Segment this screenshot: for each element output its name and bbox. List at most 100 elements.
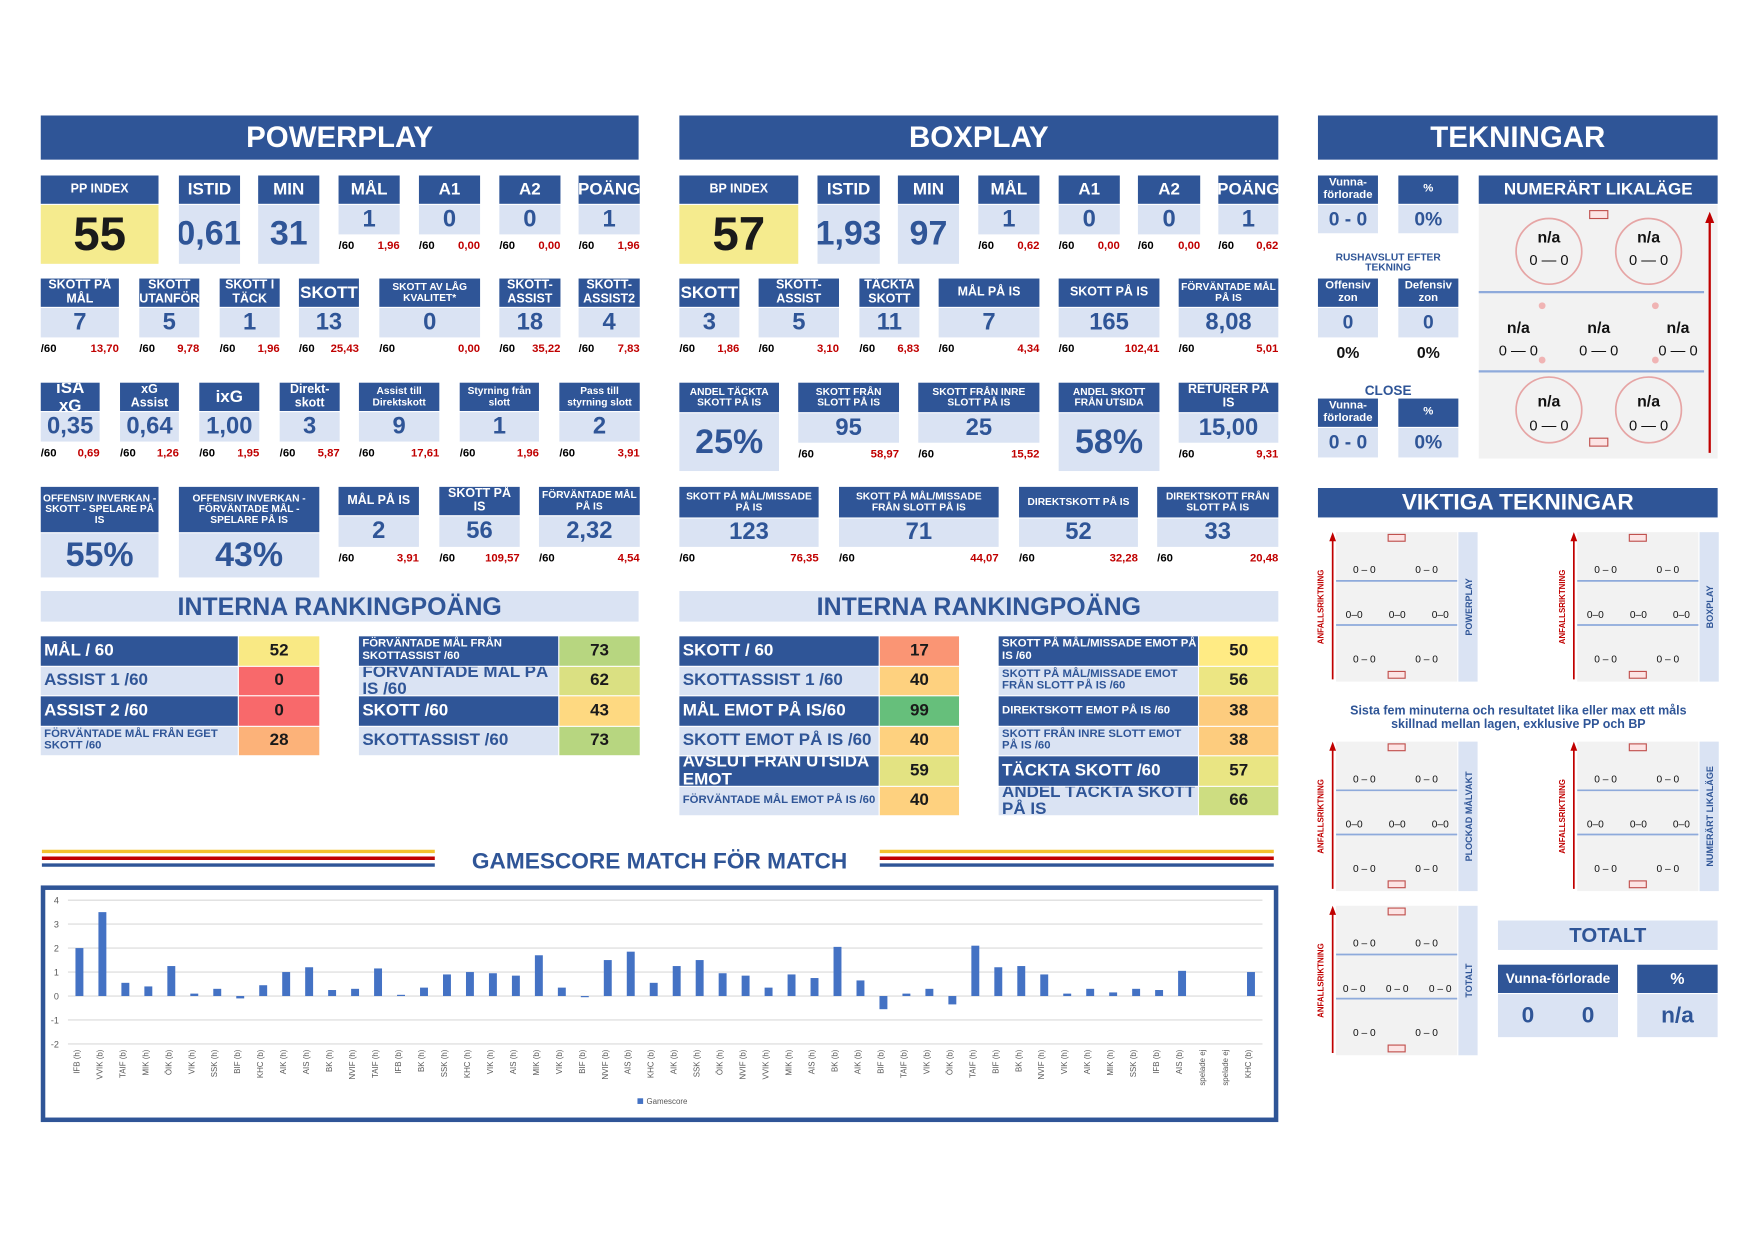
per-unit: /60 [499,343,516,356]
card-value [1497,994,1618,1038]
rank-label: FÖRVÄNTADE MÅL FRÅN SKOTTASSIST /60 [358,636,559,666]
card-header: FÖRVÄNTADE MÅL PÅ IS [1178,278,1279,307]
card-header: % [1637,964,1718,993]
card-value: 71 [839,518,999,547]
card-value: 1 [459,412,539,442]
rank-label: DIREKTSKOTT EMOT PÅ IS /60 [998,696,1198,726]
bar [695,960,704,997]
bar [190,993,199,997]
bar [465,972,474,997]
section-title: TEKNINGAR [1317,115,1718,160]
card-value: 165 [1058,307,1160,338]
rate: 3,10 [816,343,840,356]
rink [1577,532,1699,682]
card-header: Offensiv zon [1317,278,1378,307]
bar [511,975,520,997]
bar [764,987,773,997]
x-tick-label: NVIF (b) [601,1049,610,1079]
x-tick-label: AIS (h) [302,1049,311,1074]
card-value: 13 [298,307,359,338]
card-value: 1 [978,204,1040,235]
spot-score: 0 – 0 [1594,654,1617,665]
card-header: PP INDEX [40,175,159,204]
rink-title: NUMERÄRT LIKALÄGE [1478,175,1718,204]
side-label: POWERPLAY [1464,578,1474,635]
card-header: Styrning från slott [459,382,539,412]
faceoff-dot [1651,356,1659,364]
axis-label: ANFALLSRIKTNING [1317,943,1326,1018]
section-title: VIKTIGA TEKNINGAR [1317,488,1718,518]
spot-score: 0 — 0 [1499,344,1538,360]
x-tick-label: VIK (b) [555,1049,564,1074]
x-tick-label: VIK (h) [187,1049,196,1074]
per-unit: /60 [1058,240,1075,253]
legend-label: Gamescore [647,1097,688,1106]
per-unit: /60 [1178,343,1195,356]
rate: 0,69 [77,447,100,460]
rank-label: SKOTT FRÅN INRE SLOTT EMOT PÅ IS /60 [998,726,1198,756]
spot-score: 0 — 0 [1579,344,1618,360]
rate: 4,34 [1017,343,1040,356]
per-unit: /60 [538,552,555,565]
per-unit: /60 [358,447,375,460]
card-value: 7 [40,307,119,338]
rank-label: MÅL / 60 [40,636,238,666]
bar [1086,988,1095,997]
x-tick-label: AIS (h) [509,1049,518,1074]
card-value: 0% [1398,427,1459,458]
per-unit: /60 [679,343,696,356]
x-tick-label: BK (b) [830,1049,839,1072]
bar [488,973,497,997]
x-tick-label: VIK (h) [1060,1049,1069,1074]
x-tick-label: BK (h) [1014,1049,1023,1072]
bar [75,948,84,997]
x-tick-label: AIK (b) [670,1049,679,1074]
rank-value: 38 [1199,726,1279,756]
per-unit: /60 [199,447,216,460]
goal [1628,743,1647,752]
spot-score: 0–0 [1432,820,1449,831]
spot-score: 0–0 [1587,610,1604,621]
card-header: Vunna-förlorade [1317,175,1378,204]
x-tick-label: VIK (h) [486,1049,495,1074]
card-header: A2 [499,175,561,204]
per-unit: /60 [1137,240,1154,253]
card-header: Vunna-förlorade [1317,398,1378,427]
x-tick-label: AIK (h) [1083,1049,1092,1074]
bar [787,974,796,997]
card-header: SKOTT FRÅN SLOTT PÅ IS [798,382,900,413]
rank-label: TÄCKTA SKOTT /60 [998,756,1198,786]
card-value: 1,93 [817,204,880,264]
goal [1589,210,1609,220]
card-value: 5 [758,307,840,338]
card-value: 95 [798,413,900,443]
card-value: 0 [1317,307,1378,338]
goal [1628,670,1647,679]
bar [856,980,865,997]
spot-label: n/a [1637,393,1660,410]
faceoff-circle [1515,217,1583,286]
bar [741,975,750,997]
card-header: % [1398,398,1459,427]
rate: 9,78 [177,343,200,356]
rank-value: 99 [879,696,960,726]
card-header: SKOTT PÅ MÅL/MISSADE PÅ IS [679,486,819,518]
card-value: 0 [1058,204,1120,235]
card-header: iSA xG [40,382,100,412]
zone-pct: 0% [1336,343,1360,361]
rank-value: 73 [559,636,640,666]
x-tick-label: TAIF (h) [371,1049,380,1078]
x-tick-label: AIS (b) [624,1049,633,1074]
card-value: 43% [178,533,320,578]
axis-label: ANFALLSRIKTNING [1558,570,1567,645]
rate: 4,54 [617,552,640,565]
x-tick-label: TAIF (b) [899,1049,908,1078]
per-unit: /60 [459,447,476,460]
card-header: Direkt-skott [279,382,340,412]
x-tick-label: AIK (b) [853,1049,862,1074]
rank-value: 43 [559,696,640,726]
card-header: OFFENSIV INVERKAN - FÖRVÄNTADE MÅL - SPE… [178,486,320,533]
card-header: xG Assist [120,382,179,412]
bar [213,988,222,997]
spot-score: 0 – 0 [1353,1028,1376,1039]
